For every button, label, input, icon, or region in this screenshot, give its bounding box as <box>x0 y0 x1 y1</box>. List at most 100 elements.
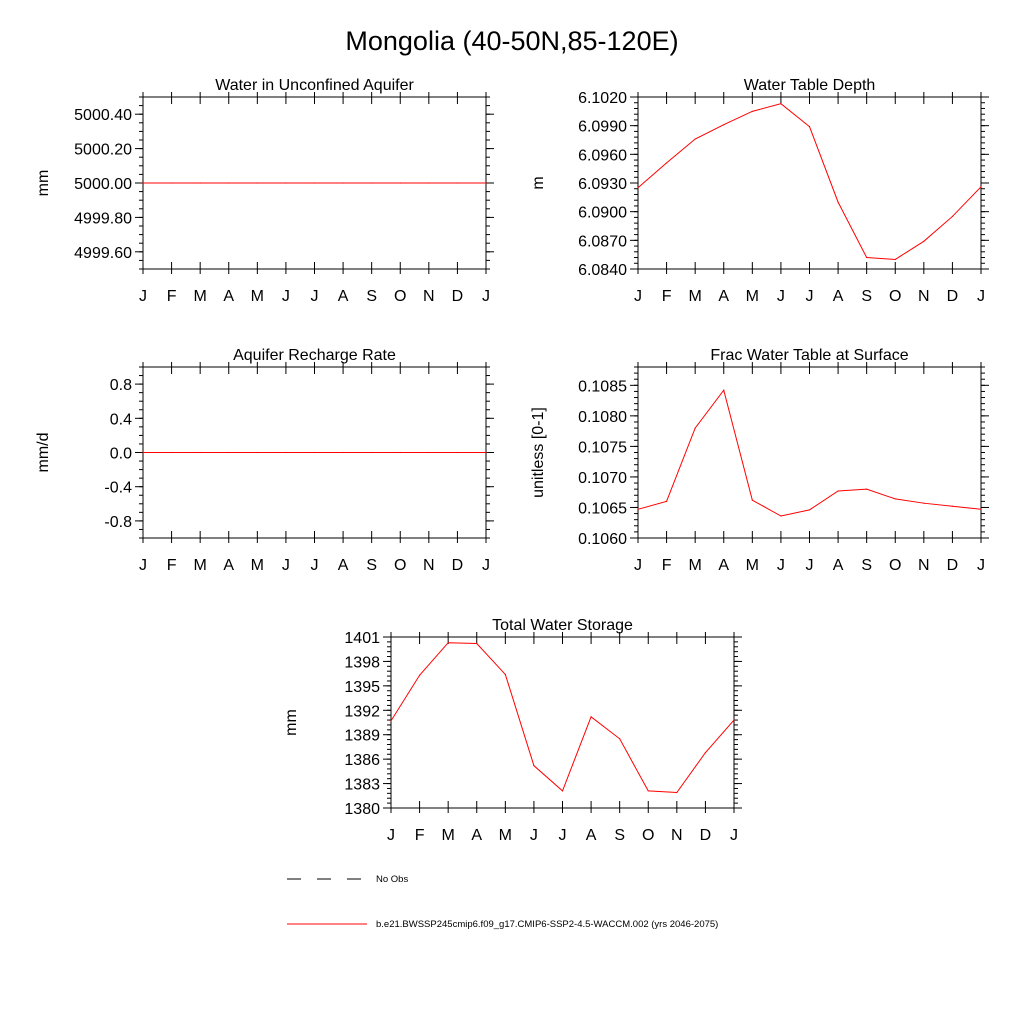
y-tick-label: 0.1080 <box>578 409 627 426</box>
y-tick-label: 1395 <box>344 679 380 696</box>
y-tick-label: 5000.00 <box>74 176 132 193</box>
x-tick-label: J <box>139 557 147 574</box>
series-line <box>637 389 982 517</box>
data-point <box>894 498 896 500</box>
y-axis-label: mm <box>283 709 300 736</box>
x-tick-label: J <box>311 557 319 574</box>
data-point <box>142 451 144 454</box>
y-tick-label: 6.0990 <box>578 119 627 136</box>
x-tick-label: N <box>423 557 435 574</box>
data-point <box>647 790 649 792</box>
x-tick-label: J <box>977 288 985 305</box>
x-tick-label: S <box>861 557 872 574</box>
x-tick-label: M <box>194 557 207 574</box>
x-tick-label: D <box>947 557 959 574</box>
data-point <box>665 162 668 164</box>
data-point <box>780 103 782 105</box>
data-point <box>199 451 201 454</box>
legend-model-label: b.e21.BWSSP245cmip6.f09_g17.CMIP6-SSP2-4… <box>376 919 718 930</box>
y-tick-label: 6.0900 <box>578 205 627 222</box>
y-tick-label: 1398 <box>344 654 380 671</box>
x-tick-label: A <box>833 288 844 305</box>
data-point <box>723 389 725 391</box>
x-tick-label: M <box>251 288 264 305</box>
y-tick-label: 6.0930 <box>578 176 627 193</box>
x-tick-label: J <box>482 288 490 305</box>
x-tick-label: O <box>642 827 654 844</box>
plot-frame <box>637 366 982 539</box>
data-point <box>694 138 696 140</box>
panel-title: Aquifer Recharge Rate <box>233 347 396 364</box>
data-point <box>808 126 811 128</box>
y-tick-label: 1392 <box>344 703 380 720</box>
x-tick-label: F <box>167 288 177 305</box>
series-line <box>390 642 735 794</box>
panel-title: Total Water Storage <box>492 617 633 634</box>
x-tick-label: D <box>700 827 712 844</box>
x-tick-label: M <box>442 827 455 844</box>
data-point <box>694 427 696 429</box>
x-tick-label: M <box>689 557 702 574</box>
data-point <box>533 765 535 767</box>
x-tick-label: F <box>415 827 425 844</box>
data-point <box>485 182 487 184</box>
figure-title: Mongolia (40-50N,85-120E) <box>345 26 678 56</box>
x-tick-label: S <box>861 288 872 305</box>
x-tick-label: D <box>452 557 464 574</box>
y-tick-label: -0.4 <box>104 480 132 497</box>
data-point <box>837 201 839 203</box>
legend: No Obs b.e21.BWSSP245cmip6.f09_g17.CMIP6… <box>287 874 718 930</box>
data-point <box>418 674 421 676</box>
data-point <box>399 451 401 454</box>
panel-frac-water-table-at-surface: Frac Water Table at Surface unitless [0-1… <box>530 347 989 574</box>
y-tick-label: 0.1075 <box>578 439 627 456</box>
x-tick-label: J <box>634 557 642 574</box>
y-tick-label: 6.0960 <box>578 147 627 164</box>
x-tick-label: J <box>530 827 538 844</box>
x-tick-label: D <box>947 288 959 305</box>
x-tick-label: J <box>730 827 738 844</box>
x-tick-label: N <box>918 288 930 305</box>
data-point <box>951 505 954 507</box>
x-tick-label: M <box>689 288 702 305</box>
x-tick-label: S <box>614 827 625 844</box>
x-tick-label: M <box>499 827 512 844</box>
data-point <box>751 110 753 112</box>
data-point <box>561 790 564 792</box>
data-point <box>504 673 506 676</box>
data-point <box>980 186 982 188</box>
data-point <box>733 719 735 721</box>
data-point <box>256 451 258 454</box>
data-point <box>751 499 753 501</box>
panel-title: Frac Water Table at Surface <box>710 347 908 364</box>
x-tick-label: O <box>889 288 901 305</box>
data-point <box>808 509 811 511</box>
x-tick-label: O <box>889 557 901 574</box>
y-tick-label: 0.8 <box>110 377 132 394</box>
x-tick-label: A <box>586 827 597 844</box>
y-tick-label: 0.1070 <box>578 470 627 487</box>
x-tick-label: A <box>338 288 349 305</box>
y-tick-label: 5000.20 <box>74 142 132 159</box>
y-tick-label: 1383 <box>344 777 380 794</box>
data-point <box>866 256 868 259</box>
data-point <box>256 182 258 184</box>
y-tick-label: 5000.40 <box>74 107 132 124</box>
data-point <box>456 451 459 454</box>
data-point <box>980 508 982 510</box>
x-tick-label: J <box>559 827 567 844</box>
data-point <box>371 182 373 184</box>
data-point <box>285 182 287 184</box>
y-tick-label: 1401 <box>344 630 380 647</box>
x-tick-label: J <box>482 557 490 574</box>
data-point <box>342 451 344 454</box>
x-tick-label: N <box>918 557 930 574</box>
data-point <box>447 642 449 644</box>
data-point <box>428 451 430 454</box>
data-point <box>704 752 707 754</box>
x-tick-label: N <box>423 288 435 305</box>
plot-frame <box>390 636 735 809</box>
data-point <box>170 182 173 184</box>
y-tick-label: 4999.80 <box>74 210 132 227</box>
x-tick-label: A <box>471 827 482 844</box>
